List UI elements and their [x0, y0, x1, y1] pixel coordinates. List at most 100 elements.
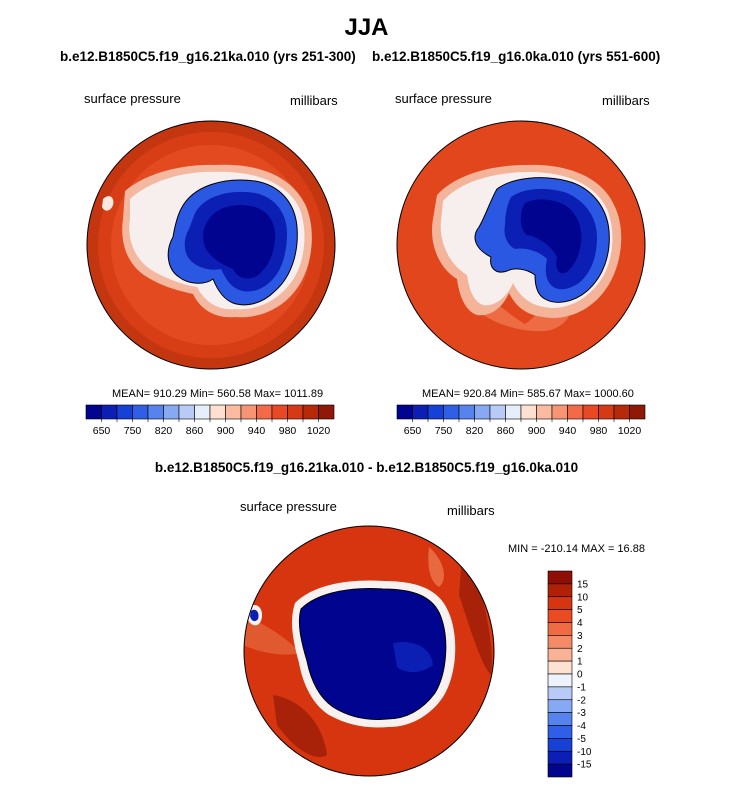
- colorbar-swatch: [547, 596, 573, 610]
- colorbar-swatch: [551, 404, 568, 420]
- colorbar-swatch: [567, 404, 584, 420]
- colorbar-swatch: [582, 404, 599, 420]
- colorbar-swatch: [302, 404, 319, 420]
- colorbar-tick-label: -5: [577, 734, 586, 745]
- interior-high-ice: [520, 199, 582, 274]
- colorbar-swatch: [547, 660, 573, 675]
- colorbar-swatch: [547, 750, 573, 765]
- colorbar-swatch: [194, 404, 211, 420]
- colorbar-swatch: [547, 686, 573, 701]
- colorbar-tick-label: 1: [577, 657, 583, 668]
- colorbar-swatch: [163, 404, 180, 420]
- colorbar-tick-label: 1020: [307, 425, 331, 437]
- diff-panel-title: b.e12.B1850C5.f19_g16.21ka.010 - b.e12.B…: [154, 460, 579, 475]
- diff-panel-units-label: millibars: [447, 503, 495, 518]
- colorbar-swatch: [427, 404, 444, 420]
- colorbar-tick-label: 750: [435, 425, 453, 437]
- colorbar-tick-label: 900: [217, 425, 235, 437]
- colorbar-swatch: [271, 404, 288, 420]
- colorbar-tick-label: 820: [155, 425, 173, 437]
- colorbar-swatch: [240, 404, 257, 420]
- colorbar-swatch: [412, 404, 429, 420]
- colorbar-swatch: [287, 404, 304, 420]
- panel-2-units-label: millibars: [602, 93, 650, 108]
- colorbar-tick-label: 5: [577, 605, 583, 616]
- colorbar-tick-label: 15: [577, 579, 589, 590]
- colorbar-swatch: [547, 763, 573, 778]
- colorbar-swatch: [547, 647, 573, 662]
- south-america-anomaly: [250, 609, 259, 622]
- panel-1-stats: MEAN= 910.29 Min= 560.58 Max= 1011.89: [112, 388, 324, 400]
- colorbar-swatch: [147, 404, 164, 420]
- colorbar-swatch: [132, 404, 149, 420]
- map-boundary: [86, 120, 336, 370]
- colorbar-swatch: [458, 404, 475, 420]
- colorbar-swatch: [536, 404, 553, 420]
- colorbar-swatch: [547, 699, 573, 713]
- colorbar-tick-label: -3: [577, 708, 586, 719]
- colorbar-tick-label: -15: [577, 760, 592, 771]
- panel-1-colorbar: 650 750 820 860 900 940 980 1020: [85, 404, 335, 437]
- colorbar-swatch: [547, 609, 573, 623]
- colorbar-tick-label: 650: [93, 425, 111, 437]
- colorbar-swatch: [318, 404, 335, 420]
- panel-1-title: b.e12.B1850C5.f19_g16.21ka.010 (yrs 251-…: [60, 49, 356, 64]
- colorbar-swatch: [547, 570, 573, 585]
- south-america-tip: [102, 196, 114, 211]
- page-title: JJA: [344, 14, 389, 41]
- colorbar-tick-label: 4: [577, 618, 583, 629]
- colorbar-tick-label: 940: [559, 425, 577, 437]
- colorbar-swatch: [256, 404, 273, 420]
- colorbar-swatch: [629, 404, 646, 420]
- antarctica-diff: [298, 588, 447, 720]
- positive-anomaly-west: [273, 695, 327, 757]
- colorbar-tick-label: 3: [577, 631, 583, 642]
- colorbar-swatch: [225, 404, 242, 420]
- colorbar-tick-label: -10: [577, 747, 592, 758]
- colorbar-swatch: [396, 404, 413, 420]
- diff-panel-variable-label: surface pressure: [240, 499, 337, 514]
- colorbar-swatch: [613, 404, 630, 420]
- panel-2-title: b.e12.B1850C5.f19_g16.0ka.010 (yrs 551-6…: [372, 49, 661, 64]
- panel-2-colorbar: 650 750 820 860 900 940 980 1020: [396, 404, 646, 437]
- pressure-tongue: [465, 279, 572, 332]
- colorbar-tick-label: -1: [577, 682, 586, 693]
- colorbar-swatch: [101, 404, 118, 420]
- colorbar-swatch: [443, 404, 460, 420]
- colorbar-swatch: [209, 404, 226, 420]
- panel-1-variable-label: surface pressure: [84, 91, 181, 106]
- colorbar-swatch: [489, 404, 506, 420]
- colorbar-tick-label: 650: [404, 425, 422, 437]
- colorbar-swatch: [85, 404, 102, 420]
- anomaly-patch-east: [428, 547, 444, 587]
- colorbar-swatch: [505, 404, 522, 420]
- colorbar-swatch: [547, 622, 573, 636]
- colorbar-tick-label: 900: [528, 425, 546, 437]
- diff-panel-map: [243, 525, 495, 777]
- panel-2-map: [396, 120, 646, 370]
- colorbar-tick-label: 2: [577, 644, 583, 655]
- colorbar-swatch: [520, 404, 537, 420]
- anomaly-patch: [244, 615, 301, 655]
- colorbar-swatch: [547, 738, 573, 752]
- colorbar-swatch: [547, 635, 573, 649]
- colorbar-tick-label: 980: [279, 425, 297, 437]
- colorbar-tick-label: 980: [590, 425, 608, 437]
- panel-1-units-label: millibars: [290, 93, 338, 108]
- colorbar-swatch: [178, 404, 195, 420]
- colorbar-tick-label: -4: [577, 721, 586, 732]
- colorbar-swatch: [547, 725, 573, 739]
- panel-2-variable-label: surface pressure: [395, 91, 492, 106]
- colorbar-tick-label: 820: [466, 425, 484, 437]
- colorbar-tick-label: 0: [577, 670, 583, 681]
- colorbar-swatch: [547, 673, 573, 688]
- colorbar-tick-label: 1020: [618, 425, 642, 437]
- positive-anomaly-east: [459, 545, 492, 675]
- colorbar-swatch: [547, 712, 573, 726]
- panel-2-stats: MEAN= 920.84 Min= 585.67 Max= 1000.60: [422, 388, 634, 400]
- interior-anomaly: [393, 641, 433, 673]
- colorbar-tick-label: 940: [248, 425, 266, 437]
- colorbar-tick-label: 10: [577, 592, 589, 603]
- map-boundary: [396, 120, 646, 370]
